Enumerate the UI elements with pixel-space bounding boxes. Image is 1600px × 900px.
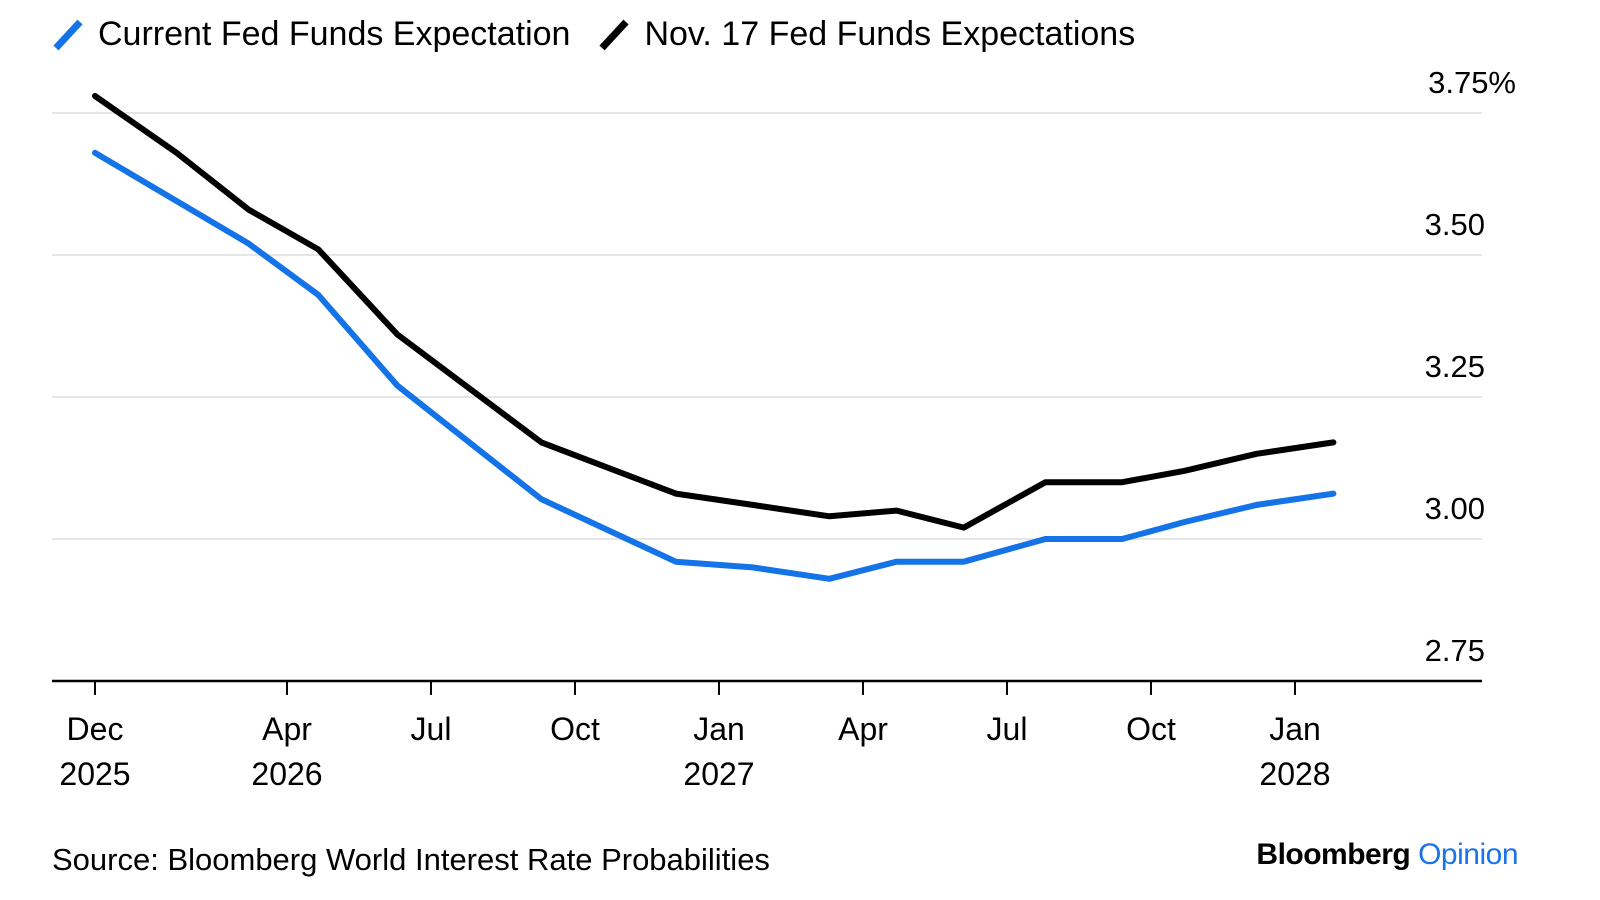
legend-swatch-current-icon — [53, 19, 83, 51]
series-line-nov17 — [92, 93, 1337, 531]
y-tick-label: 3.25 — [1425, 349, 1485, 384]
legend-label-current: Current Fed Funds Expectation — [98, 14, 571, 53]
chart-legend: Current Fed Funds Expectation Nov. 17 Fe… — [50, 14, 1161, 54]
x-tick-year-label: 2028 — [1259, 756, 1330, 792]
x-tick-label: Apr — [262, 711, 312, 747]
brand-logo: Bloomberg Opinion — [1256, 838, 1518, 872]
x-tick-year-label: 2026 — [251, 756, 322, 792]
x-tick-label: Dec — [67, 711, 124, 747]
legend-swatch-nov17-icon — [599, 19, 630, 51]
x-tick-label: Oct — [550, 711, 600, 747]
legend-label-nov17: Nov. 17 Fed Funds Expectations — [644, 14, 1136, 53]
x-tick-label: Jul — [987, 711, 1028, 747]
brand-name: Bloomberg — [1256, 838, 1411, 871]
y-tick-label: 3.75% — [1428, 65, 1516, 100]
x-tick-year-label: 2027 — [683, 756, 754, 792]
y-tick-label: 2.75 — [1425, 633, 1485, 668]
x-tick-label: Oct — [1126, 711, 1176, 747]
series-line-current — [92, 149, 1337, 582]
legend-item-nov17: Nov. 17 Fed Funds Expectations — [596, 14, 1135, 54]
legend-item-current: Current Fed Funds Expectation — [50, 14, 570, 54]
x-tick-label: Apr — [838, 711, 888, 747]
x-tick-year-label: 2025 — [59, 756, 130, 792]
x-tick-label: Jul — [411, 711, 452, 747]
brand-section: Opinion — [1418, 838, 1518, 871]
x-tick-label: Jan — [693, 711, 745, 747]
source-note: Source: Bloomberg World Interest Rate Pr… — [52, 842, 770, 877]
x-tick-label: Jan — [1269, 711, 1321, 747]
y-tick-label: 3.50 — [1425, 207, 1485, 242]
y-tick-label: 3.00 — [1425, 491, 1485, 526]
